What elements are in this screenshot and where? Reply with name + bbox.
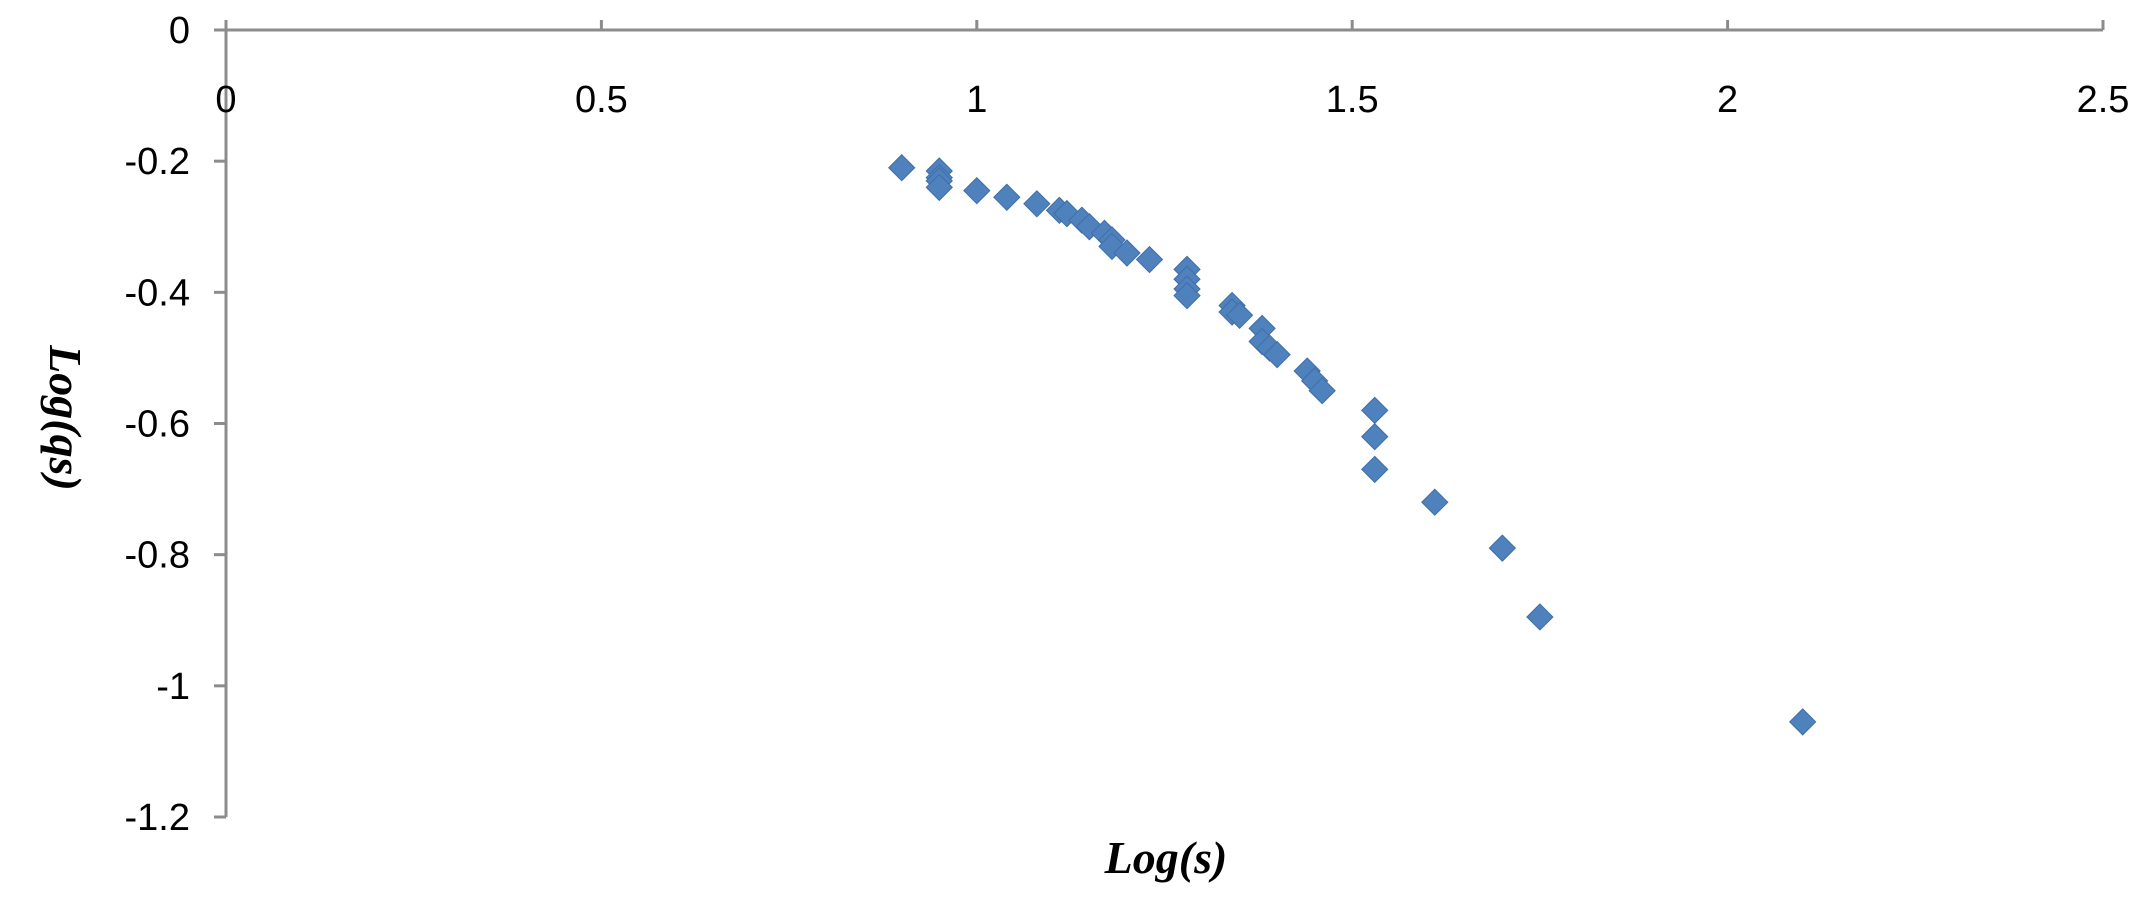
y-tick-label: -0.6 (125, 404, 190, 446)
data-point (1308, 377, 1336, 405)
data-points (888, 154, 1817, 736)
data-point (1173, 281, 1201, 310)
data-point (1361, 422, 1389, 451)
x-ticks: 0 0.5 1 1.5 2 2.5 (215, 20, 2129, 121)
y-tick-label: -0.4 (125, 272, 190, 314)
data-point (1421, 488, 1449, 516)
data-point (1361, 396, 1389, 425)
data-point (1361, 455, 1389, 484)
x-tick-label: 1 (966, 79, 987, 121)
data-point (1488, 534, 1517, 562)
y-tick-label: -1 (156, 666, 190, 708)
y-tick-label: 0 (169, 10, 190, 52)
y-tick-label: -0.8 (125, 535, 190, 577)
data-point (925, 173, 953, 202)
x-tick-label: 1.5 (1326, 79, 1379, 121)
x-tick-label: 0 (215, 79, 236, 121)
x-tick-label: 2.5 (2077, 79, 2130, 121)
data-point (1225, 301, 1254, 329)
y-tick-label: -0.2 (125, 141, 190, 183)
x-tick-label: 2 (1717, 79, 1738, 121)
data-point (1788, 708, 1817, 736)
data-point (1526, 603, 1554, 631)
data-point (1113, 239, 1141, 267)
data-point (993, 183, 1021, 211)
data-point (1263, 340, 1291, 369)
data-point (1135, 245, 1164, 274)
x-axis-title: Log(s) (1104, 832, 1228, 883)
y-ticks: 0 -0.2 -0.4 -0.6 -0.8 -1 -1.2 (125, 10, 226, 839)
y-axis-title: Log(qs) (40, 344, 91, 491)
data-point (888, 154, 916, 182)
x-tick-label: 0.5 (575, 79, 628, 121)
data-point (1023, 190, 1051, 218)
data-point (963, 176, 991, 205)
y-tick-label: -1.2 (125, 797, 190, 839)
